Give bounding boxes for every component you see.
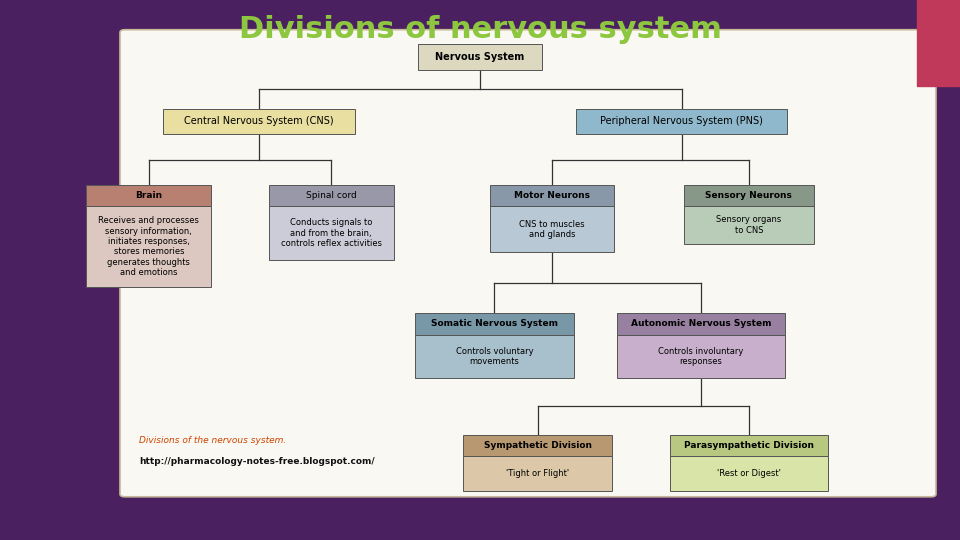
Text: Brain: Brain [135,191,162,200]
Text: Receives and processes
sensory information,
initiates responses,
stores memories: Receives and processes sensory informati… [98,217,200,277]
FancyBboxPatch shape [670,456,828,491]
Text: 'Rest or Digest': 'Rest or Digest' [717,469,780,478]
FancyBboxPatch shape [490,206,614,252]
FancyBboxPatch shape [86,185,211,206]
Text: Parasympathetic Division: Parasympathetic Division [684,441,814,450]
FancyBboxPatch shape [670,435,828,456]
Text: Divisions of nervous system: Divisions of nervous system [239,15,721,44]
FancyBboxPatch shape [464,456,612,491]
FancyBboxPatch shape [576,109,787,134]
Text: Nervous System: Nervous System [436,52,524,62]
Text: Motor Neurons: Motor Neurons [514,191,590,200]
Text: Central Nervous System (CNS): Central Nervous System (CNS) [184,117,334,126]
FancyBboxPatch shape [86,206,211,287]
Text: Sensory Neurons: Sensory Neurons [706,191,792,200]
FancyBboxPatch shape [163,109,355,134]
Text: CNS to muscles
and glands: CNS to muscles and glands [519,220,585,239]
FancyBboxPatch shape [490,185,614,206]
FancyBboxPatch shape [616,335,784,378]
Text: Conducts signals to
and from the brain,
controls reflex activities: Conducts signals to and from the brain, … [280,218,382,248]
FancyBboxPatch shape [415,313,574,335]
Text: Autonomic Nervous System: Autonomic Nervous System [631,320,771,328]
Text: Somatic Nervous System: Somatic Nervous System [431,320,558,328]
FancyBboxPatch shape [684,206,814,244]
Text: Sensory organs
to CNS: Sensory organs to CNS [716,215,781,235]
Text: Divisions of the nervous system.: Divisions of the nervous system. [139,436,286,444]
Text: Controls voluntary
movements: Controls voluntary movements [456,347,533,366]
FancyBboxPatch shape [120,30,936,497]
Text: Sympathetic Division: Sympathetic Division [484,441,591,450]
FancyBboxPatch shape [418,44,542,70]
Text: http://pharmacology-notes-free.blogspot.com/: http://pharmacology-notes-free.blogspot.… [139,457,374,466]
FancyBboxPatch shape [269,206,394,260]
Text: Spinal cord: Spinal cord [306,191,356,200]
FancyBboxPatch shape [684,185,814,206]
FancyBboxPatch shape [464,435,612,456]
Text: Controls involuntary
responses: Controls involuntary responses [659,347,743,366]
FancyBboxPatch shape [415,335,574,378]
FancyBboxPatch shape [616,313,784,335]
FancyBboxPatch shape [269,185,394,206]
Text: 'Tight or Flight': 'Tight or Flight' [506,469,569,478]
Text: Peripheral Nervous System (PNS): Peripheral Nervous System (PNS) [600,117,763,126]
